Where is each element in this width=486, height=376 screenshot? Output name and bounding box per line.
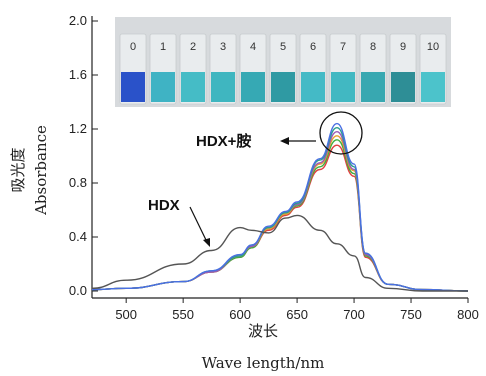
y-tick-label: 2.0 bbox=[69, 13, 87, 28]
x-axis-title-cn: 波长 bbox=[248, 322, 278, 340]
y-tick-label: 0.4 bbox=[69, 229, 87, 244]
x-axis-title-en: Wave length/nm bbox=[202, 354, 325, 372]
axes bbox=[91, 16, 468, 299]
vial-label: 5 bbox=[280, 41, 286, 53]
series-line-6 bbox=[91, 122, 469, 292]
y-tick-label: 1.6 bbox=[69, 67, 87, 82]
vial-label: 10 bbox=[427, 41, 439, 53]
vial-liquid bbox=[391, 72, 415, 102]
x-tick-label: 800 bbox=[457, 307, 479, 322]
vial-label: 6 bbox=[310, 41, 316, 53]
x-tick-label: 550 bbox=[172, 307, 194, 322]
vial-liquid bbox=[211, 72, 235, 102]
annotation-hdx: HDX bbox=[148, 197, 180, 214]
vial-label: 4 bbox=[250, 41, 256, 53]
vial-label: 0 bbox=[130, 41, 136, 53]
vial-label: 7 bbox=[340, 41, 346, 53]
peak-highlight-circle bbox=[319, 111, 363, 155]
annotation-hdx-amine: HDX+胺 bbox=[196, 132, 251, 150]
y-axis-title-en: Absorbance bbox=[32, 125, 50, 216]
vial-liquid bbox=[301, 72, 325, 102]
y-tick-label: 1.2 bbox=[69, 121, 87, 136]
vial-liquid bbox=[421, 72, 445, 102]
vial-liquid bbox=[151, 72, 175, 102]
series-line-hdx bbox=[91, 214, 468, 292]
vial-label: 2 bbox=[190, 41, 196, 53]
y-axis-title-cn: 吸光度 bbox=[9, 147, 27, 192]
vial-liquid bbox=[271, 72, 295, 102]
y-tick-label: 0.8 bbox=[69, 175, 87, 190]
vial-label: 9 bbox=[400, 41, 406, 53]
annotation-arrowhead-hdx bbox=[203, 238, 210, 247]
vial-liquid bbox=[331, 72, 355, 102]
x-tick-label: 700 bbox=[343, 307, 365, 322]
vial-label: 8 bbox=[370, 41, 376, 53]
annotation-arrow-hdx bbox=[189, 206, 207, 241]
vial-liquid bbox=[361, 72, 385, 102]
vial-liquid bbox=[241, 72, 265, 102]
y-tick-label: 0.0 bbox=[69, 283, 87, 298]
x-tick-label: 750 bbox=[400, 307, 422, 322]
annotation-arrowhead-hdx-amine bbox=[280, 137, 289, 145]
vial-label: 3 bbox=[220, 41, 226, 53]
x-tick-label: 600 bbox=[229, 307, 251, 322]
vial-liquid bbox=[181, 72, 205, 102]
vial-label: 1 bbox=[160, 41, 166, 53]
x-tick-label: 650 bbox=[286, 307, 308, 322]
vial-liquid bbox=[121, 72, 145, 102]
vials-photo: 0 1 2 3 4 5 6 7 8 9 10 bbox=[115, 17, 451, 107]
x-tick-label: 500 bbox=[115, 307, 137, 322]
